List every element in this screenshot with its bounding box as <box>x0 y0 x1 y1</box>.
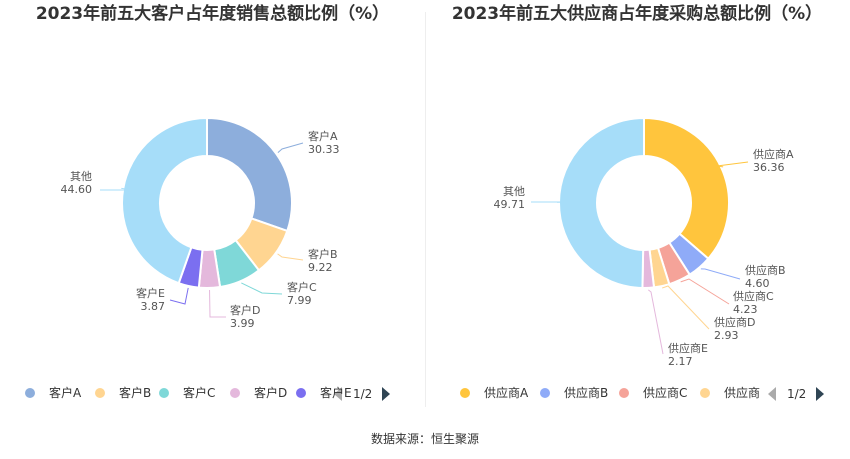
leader-line <box>716 161 749 168</box>
donut-slice[interactable] <box>643 116 730 261</box>
legend-label: 供应商C <box>643 386 688 400</box>
supplier-chart-panel: 2023年前五大供应商占年度采购总额比例（%） 供应商A 36.36 供应商B 4.6… <box>425 0 850 420</box>
legend-swatch-icon <box>159 388 169 398</box>
customer-chart-panel: 2023年前五大客户占年度销售总额比例（%） 客户A 30.33 客户B 9.22 客户… <box>0 0 425 420</box>
slice-name-label: 客户D <box>230 303 260 317</box>
legend-label: 供应商 <box>724 386 761 400</box>
legend-prev-arrow-icon[interactable] <box>768 387 776 401</box>
legend-swatch-icon <box>25 388 35 398</box>
legend-prev-arrow-icon[interactable] <box>334 387 342 401</box>
slice-value-label: 4.23 <box>733 303 758 316</box>
slice-name-label: 供应商D <box>714 315 755 329</box>
leader-line <box>100 187 133 191</box>
leader-line <box>661 285 710 330</box>
slice-name-label: 供应商B <box>745 263 786 277</box>
slice-name-label: 客户E <box>136 286 165 300</box>
leader-line <box>680 278 730 305</box>
slice-value-label: 44.60 <box>61 183 93 196</box>
slice-value-label: 3.99 <box>230 317 255 330</box>
legend-label: 客户D <box>254 386 288 400</box>
leader-line <box>648 289 664 355</box>
legend-swatch-icon <box>460 388 470 398</box>
leader-line <box>209 289 226 318</box>
legend-swatch-icon <box>540 388 550 398</box>
slice-value-label: 2.17 <box>668 355 693 368</box>
slice-name-label: 供应商C <box>733 289 774 303</box>
slice-value-label: 9.22 <box>308 261 333 274</box>
panel-divider <box>425 12 426 407</box>
legend-label: 客户C <box>183 386 216 400</box>
legend-swatch-icon <box>95 388 105 398</box>
legend-label: 供应商B <box>564 386 609 400</box>
leader-line <box>241 282 283 295</box>
slice-name-label: 客户A <box>308 129 338 143</box>
legend-label: 客户E <box>320 386 352 400</box>
data-source-note: 数据来源：恒生聚源 <box>370 432 479 446</box>
chart-title: 2023年前五大供应商占年度采购总额比例（%） <box>451 4 823 24</box>
slice-value-label: 49.71 <box>494 198 526 211</box>
leader-line <box>169 287 189 305</box>
leader-line <box>700 268 741 280</box>
legend-swatch-icon <box>296 388 306 398</box>
slice-value-label: 3.87 <box>141 300 166 313</box>
legend-swatch-icon <box>230 388 240 398</box>
legend-swatch-icon <box>619 388 629 398</box>
slice-name-label: 其他 <box>503 185 525 198</box>
legend-label: 供应商A <box>484 386 529 400</box>
donut-slice[interactable] <box>558 116 645 290</box>
slice-value-label: 2.93 <box>714 329 739 342</box>
chart-legend: 1/2 客户A 客户B 客户C 客户D 客户E <box>0 380 425 404</box>
slice-value-label: 4.60 <box>745 277 770 290</box>
legend-label: 客户B <box>119 386 152 400</box>
slice-name-label: 客户B <box>308 247 338 261</box>
donut-slice[interactable] <box>121 116 208 285</box>
leader-line <box>277 253 304 261</box>
donut-slice[interactable] <box>206 116 293 233</box>
legend-next-arrow-icon[interactable] <box>816 387 824 401</box>
chart-title: 2023年前五大客户占年度销售总额比例（%） <box>35 4 390 24</box>
leader-line <box>277 142 304 153</box>
slice-name-label: 供应商A <box>753 147 794 161</box>
chart-legend: 1/2 供应商A 供应商B 供应商C 供应商 <box>425 380 850 404</box>
slice-name-label: 客户C <box>287 280 317 294</box>
legend-label: 客户A <box>49 386 82 400</box>
slice-value-label: 7.99 <box>287 294 312 307</box>
legend-page-indicator: 1/2 <box>787 387 807 401</box>
slice-value-label: 30.33 <box>308 143 340 156</box>
legend-swatch-icon <box>700 388 710 398</box>
slice-value-label: 36.36 <box>753 161 785 174</box>
slice-name-label: 其他 <box>70 170 92 183</box>
legend-next-arrow-icon[interactable] <box>382 387 390 401</box>
slice-name-label: 供应商E <box>668 341 708 355</box>
legend-page-indicator: 1/2 <box>353 387 373 401</box>
